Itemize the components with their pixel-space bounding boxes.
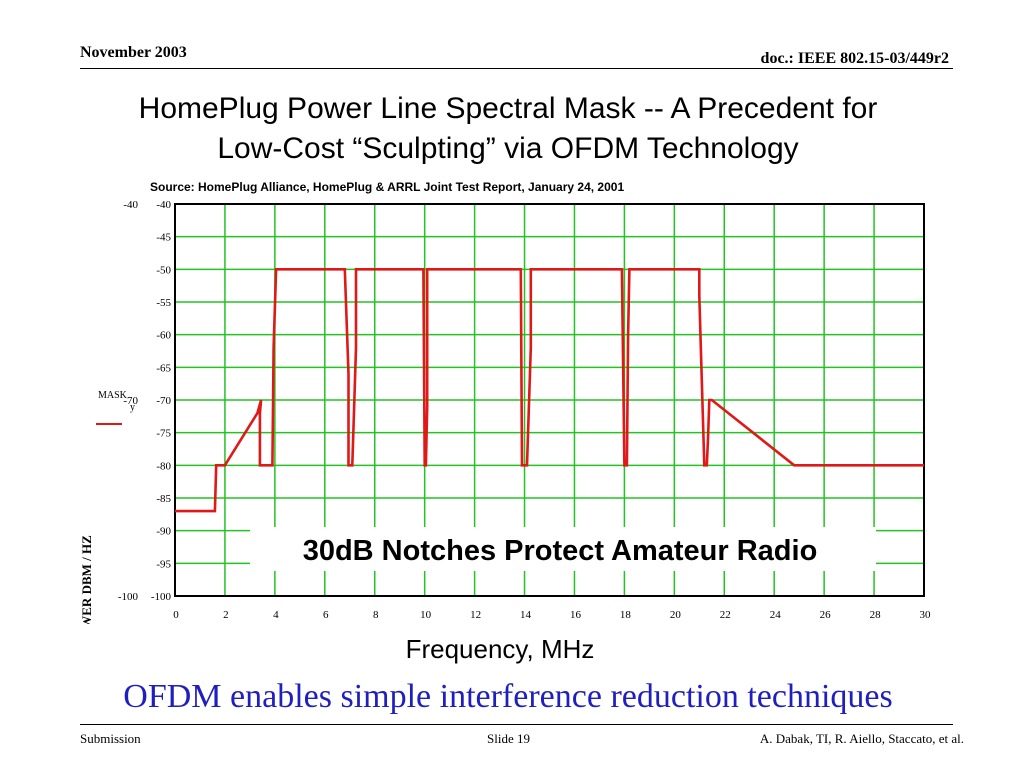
y-tick-label: -45 xyxy=(156,232,171,244)
y-tick-label: -95 xyxy=(156,558,171,570)
callout-background xyxy=(250,527,876,571)
y-tick-label: -90 xyxy=(156,526,171,538)
x-tick-label: 18 xyxy=(620,609,632,621)
callout-text: 30dB Notches Protect Amateur Radio xyxy=(303,535,818,567)
callout: 30dB Notches Protect Amateur Radio xyxy=(250,527,876,571)
x-tick-label: 14 xyxy=(520,609,532,621)
y-tick-label: -50 xyxy=(156,264,171,276)
footer-slide-number: Slide 19 xyxy=(487,731,530,746)
slide-title-line-1: HomePlug Power Line Spectral Mask -- A P… xyxy=(138,92,878,125)
y-tick-label: -80 xyxy=(156,460,171,472)
x-tick-label: 2 xyxy=(223,609,229,621)
footer-authors: A. Dabak, TI, R. Aiello, Staccato, et al… xyxy=(759,731,964,746)
y-axis-label: POWER DBM / HZ xyxy=(79,535,94,624)
y-tick-labels: -40 -45 -50 -55 -60 -65 -70 -75 -80 -85 -90 -95 -100 xyxy=(151,199,172,603)
outer-y-tick-label: -100 xyxy=(118,591,139,603)
x-tick-label: 28 xyxy=(870,609,882,621)
x-tick-label: 26 xyxy=(820,609,832,621)
chart-legend: MASK y xyxy=(96,390,135,425)
series-layer xyxy=(175,268,924,513)
header-date: November 2003 xyxy=(80,44,187,61)
x-tick-label: 0 xyxy=(173,609,179,621)
y-tick-label: -40 xyxy=(156,199,171,211)
mask-series-line xyxy=(175,268,924,513)
slide-subtitle: OFDM enables simple interference reducti… xyxy=(123,678,893,715)
footer-submission: Submission xyxy=(80,731,141,746)
legend-label: MASK xyxy=(98,390,128,401)
outer-y-tick-label: -70 xyxy=(123,395,138,407)
x-tick-label: 8 xyxy=(373,609,379,621)
y-tick-label: -70 xyxy=(156,395,171,407)
y-tick-label: -85 xyxy=(156,493,171,505)
source-note: Source: HomePlug Alliance, HomePlug & AR… xyxy=(150,180,625,194)
y-tick-label: -65 xyxy=(156,362,171,374)
x-tick-label: 12 xyxy=(470,609,481,621)
header-doc-id: doc.: IEEE 802.15-03/449r2 xyxy=(760,50,949,67)
y-tick-label: -60 xyxy=(156,330,171,342)
header-divider xyxy=(80,68,953,69)
x-axis-label: Frequency, MHz xyxy=(405,634,595,664)
x-tick-label: 6 xyxy=(323,609,329,621)
x-tick-label: 20 xyxy=(670,609,682,621)
slide-title-line-2: Low-Cost “Sculpting” via OFDM Technology xyxy=(217,132,799,165)
x-tick-labels: 0 2 4 6 8 10 12 14 16 18 20 22 24 26 28 30 xyxy=(173,609,931,621)
slide-title: HomePlug Power Line Spectral Mask -- A P… xyxy=(40,89,976,169)
legend-sub: y xyxy=(130,402,135,413)
x-tick-label: 24 xyxy=(770,609,782,621)
outer-y-tick-labels: -40 -70 -100 xyxy=(118,199,139,603)
x-tick-label: 10 xyxy=(420,609,432,621)
x-tick-label: 30 xyxy=(920,609,932,621)
x-tick-label: 4 xyxy=(273,609,279,621)
footer-divider xyxy=(80,724,953,725)
spectral-mask-chart: -40 -45 -50 -55 -60 -65 -70 -75 -80 -85 -90 -95 -100… xyxy=(79,199,931,624)
y-tick-label: -100 xyxy=(151,591,172,603)
x-tick-label: 16 xyxy=(570,609,582,621)
outer-y-tick-label: -40 xyxy=(123,199,138,211)
x-tick-label: 22 xyxy=(720,609,731,621)
plot-frame xyxy=(174,203,925,597)
y-axis-title: POWER DBM / HZ xyxy=(79,535,94,624)
y-tick-label: -75 xyxy=(156,428,171,440)
y-tick-label: -55 xyxy=(156,297,171,309)
